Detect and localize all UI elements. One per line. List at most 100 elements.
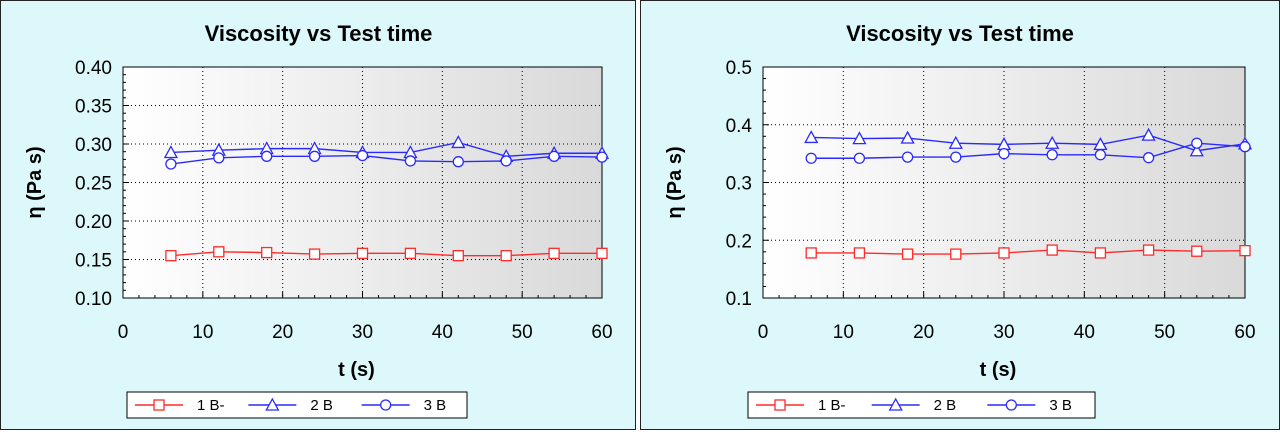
legend-marker: [774, 399, 786, 411]
chart-panel-right: Viscosity vs Test time 0 10 20 30 40 50 60 0.1 0.…: [640, 0, 1280, 430]
data-point: [805, 247, 817, 259]
legend-label: 1 B-: [197, 397, 225, 414]
series-line: [811, 142, 1246, 159]
x-tick-label: 50: [1154, 322, 1175, 343]
data-point: [1142, 244, 1155, 256]
data-point: [804, 130, 819, 144]
y-tick-label: 0.35: [75, 97, 112, 118]
series-3-b: [805, 137, 1251, 164]
data-point: [852, 131, 867, 145]
data-point: [1046, 244, 1058, 256]
x-tick-label: 10: [192, 322, 213, 343]
legend-box: [126, 391, 468, 419]
legend-marker: [153, 399, 165, 411]
x-tick-label: 30: [993, 322, 1014, 343]
data-point: [853, 247, 866, 259]
y-tick-label: 0.40: [75, 58, 112, 79]
x-tick-label: 20: [272, 322, 293, 343]
chart-panel-left: Viscosity vs Test time 0 10 20 30 40 50 60 0.10 0…: [0, 0, 636, 430]
data-point: [1094, 247, 1107, 259]
data-point: [452, 249, 464, 262]
series-line: [170, 154, 603, 165]
series-2-b: [804, 127, 1253, 157]
y-tick-label: 0.3: [726, 174, 752, 195]
viscosity-chart-right: Viscosity vs Test time 0 10 20 30 40 50 60 0.1 0.…: [664, 21, 1256, 419]
legend-box: [747, 391, 1096, 419]
legend-label: 3 B: [424, 397, 447, 414]
data-point: [356, 247, 369, 259]
data-point: [596, 151, 608, 163]
x-tick-label: 10: [833, 322, 854, 343]
series-1-b-: [805, 244, 1251, 260]
data-point: [213, 246, 225, 258]
y-axis-label: η (Pa s): [24, 146, 46, 218]
data-point: [213, 152, 225, 164]
x-tick-label: 20: [913, 322, 934, 343]
series-1-b-: [165, 246, 608, 262]
data-point: [404, 247, 417, 259]
data-point: [1191, 137, 1203, 149]
y-tick-label: 0.10: [75, 289, 112, 310]
legend-marker: [888, 397, 903, 411]
y-tick-label: 0.20: [75, 212, 112, 233]
data-point: [998, 147, 1010, 160]
data-point: [1046, 149, 1058, 161]
data-point: [308, 150, 321, 162]
chart-title: Viscosity vs Test time: [205, 21, 433, 46]
data-point: [1191, 245, 1203, 257]
data-point: [948, 135, 963, 149]
data-point: [901, 151, 914, 163]
data-point: [548, 150, 560, 162]
data-point: [1094, 149, 1107, 161]
data-point: [308, 248, 321, 260]
data-point: [356, 149, 369, 162]
legend: 1 B- 2 B 3 B: [747, 391, 1096, 419]
legend-marker: [380, 399, 392, 411]
legend-label: 3 B: [1049, 397, 1072, 414]
data-point: [261, 150, 273, 162]
data-point: [452, 156, 464, 168]
data-point: [950, 151, 962, 163]
x-tick-label: 0: [758, 322, 769, 343]
viscosity-chart-left: Viscosity vs Test time 0 10 20 30 40 50 60 0.10 0…: [24, 21, 613, 419]
data-point: [1141, 127, 1156, 141]
data-point: [998, 247, 1010, 259]
data-point: [1239, 141, 1251, 153]
data-point: [805, 152, 817, 164]
data-point: [165, 249, 177, 262]
data-point: [165, 158, 177, 170]
x-tick-label: 60: [1234, 322, 1255, 343]
y-tick-label: 0.30: [75, 135, 112, 156]
y-tick-label: 0.1: [726, 289, 752, 310]
y-tick-label: 0.2: [726, 231, 752, 252]
data-point: [853, 152, 866, 164]
chart-title: Viscosity vs Test time: [846, 21, 1074, 46]
data-point: [1239, 244, 1251, 257]
data-point: [500, 249, 512, 262]
y-tick-label: 0.15: [75, 251, 112, 272]
x-tick-label: 50: [512, 322, 533, 343]
data-point: [1142, 152, 1155, 164]
legend-label: 1 B-: [818, 397, 846, 414]
data-point: [163, 145, 178, 159]
data-point: [548, 247, 560, 259]
legend-marker: [265, 397, 280, 411]
data-point: [1045, 135, 1060, 149]
x-tick-label: 40: [1074, 322, 1095, 343]
legend: 1 B- 2 B 3 B: [126, 391, 468, 419]
legend-label: 2 B: [310, 397, 333, 414]
data-point: [1189, 143, 1204, 157]
y-tick-label: 0.25: [75, 174, 112, 195]
legend-marker: [1005, 399, 1017, 411]
legend-label: 2 B: [934, 397, 957, 414]
y-tick-label: 0.5: [726, 58, 752, 79]
data-point: [500, 155, 512, 167]
data-point: [950, 248, 962, 260]
x-axis-label: t (s): [980, 359, 1017, 381]
y-axis-label: η (Pa s): [664, 146, 686, 218]
series-line: [811, 134, 1246, 152]
data-point: [900, 130, 915, 144]
data-point: [901, 248, 914, 260]
x-tick-label: 60: [591, 322, 612, 343]
x-tick-label: 0: [118, 322, 129, 343]
